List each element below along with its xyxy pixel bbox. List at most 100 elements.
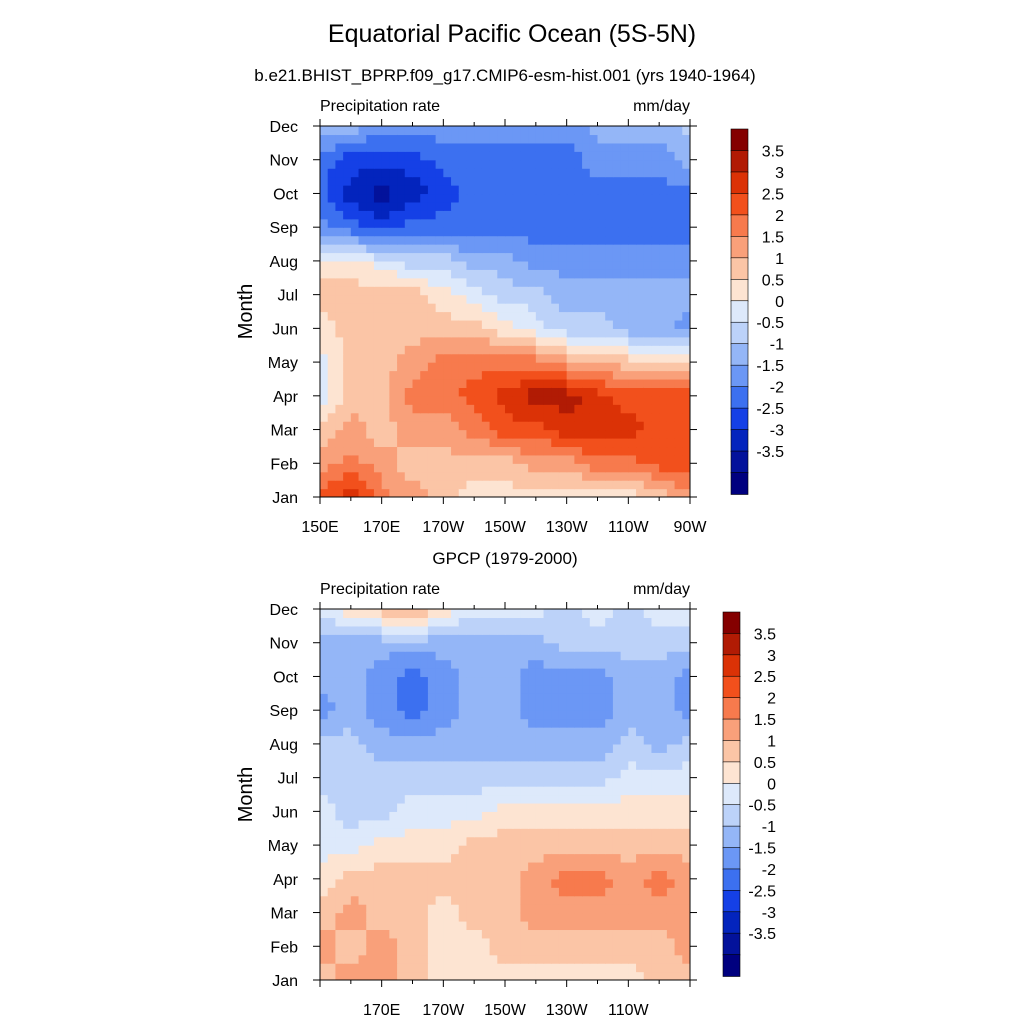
heatmap-cell bbox=[397, 634, 406, 644]
heatmap-cell bbox=[535, 319, 545, 329]
heatmap-cell bbox=[481, 735, 491, 745]
heatmap-cell bbox=[505, 311, 514, 321]
heatmap-cell bbox=[659, 828, 668, 838]
heatmap-cell bbox=[605, 142, 614, 152]
heatmap-cell bbox=[589, 168, 599, 178]
heatmap-cell bbox=[520, 929, 529, 939]
heatmap-cell bbox=[505, 743, 514, 753]
heatmap-cell bbox=[358, 937, 367, 947]
heatmap-cell bbox=[620, 946, 629, 956]
heatmap-cell bbox=[582, 769, 591, 779]
heatmap-cell bbox=[373, 684, 383, 694]
heatmap-cell bbox=[435, 609, 444, 610]
heatmap-cell bbox=[597, 954, 606, 964]
heatmap-cell bbox=[443, 946, 452, 956]
heatmap-cell bbox=[535, 659, 545, 669]
heatmap-cell bbox=[366, 609, 375, 619]
heatmap-cell bbox=[335, 819, 344, 829]
heatmap-cell bbox=[690, 854, 698, 863]
y-tick-label: Jan bbox=[272, 490, 298, 507]
heatmap-cell bbox=[404, 176, 414, 186]
heatmap-cell bbox=[466, 777, 475, 787]
heatmap-cell bbox=[397, 651, 406, 661]
heatmap-cell bbox=[443, 954, 452, 964]
heatmap-cell bbox=[305, 480, 313, 489]
heatmap-cell bbox=[651, 260, 660, 270]
heatmap-cell bbox=[589, 336, 599, 346]
heatmap-cell bbox=[558, 710, 568, 720]
heatmap-cell bbox=[651, 235, 660, 245]
heatmap-cell bbox=[443, 303, 452, 313]
heatmap-cell bbox=[551, 168, 560, 178]
heatmap-cell bbox=[404, 777, 414, 787]
heatmap-cell bbox=[343, 904, 352, 914]
heatmap-cell bbox=[443, 828, 452, 838]
heatmap-cell bbox=[404, 244, 414, 254]
heatmap-cell bbox=[427, 142, 437, 152]
heatmap-cell bbox=[350, 151, 360, 161]
heatmap-cell bbox=[481, 480, 491, 490]
heatmap-cell bbox=[327, 786, 337, 796]
heatmap-cell bbox=[427, 168, 437, 178]
heatmap-cell bbox=[574, 311, 583, 321]
heatmap-cell bbox=[420, 651, 429, 661]
heatmap-cell bbox=[327, 126, 337, 127]
heatmap-cell bbox=[466, 480, 475, 490]
heatmap-cell bbox=[427, 895, 437, 905]
heatmap-cell bbox=[451, 735, 460, 745]
heatmap-cell bbox=[674, 659, 683, 669]
heatmap-cell bbox=[320, 659, 321, 669]
heatmap-cell bbox=[474, 437, 483, 448]
heatmap-cell bbox=[535, 828, 545, 838]
heatmap-cell bbox=[628, 319, 637, 329]
heatmap-cell bbox=[412, 668, 421, 678]
heatmap-cell bbox=[520, 828, 529, 838]
heatmap-cell bbox=[666, 760, 676, 770]
heatmap-cell bbox=[412, 609, 421, 610]
heatmap-cell bbox=[589, 378, 599, 388]
heatmap-cell bbox=[451, 412, 460, 422]
heatmap-cell bbox=[643, 634, 653, 644]
heatmap-cell bbox=[574, 395, 583, 405]
heatmap-cell bbox=[335, 421, 344, 431]
heatmap-cell bbox=[659, 193, 668, 203]
heatmap-cell bbox=[389, 853, 398, 863]
heatmap-cell bbox=[512, 802, 522, 812]
heatmap-cell bbox=[651, 988, 659, 997]
heatmap-cell bbox=[366, 463, 375, 473]
heatmap-cell bbox=[651, 210, 660, 220]
heatmap-cell bbox=[551, 218, 560, 228]
heatmap-cell bbox=[451, 853, 460, 863]
heatmap-cell bbox=[698, 921, 706, 930]
heatmap-cell bbox=[366, 193, 375, 203]
heatmap-cell bbox=[589, 920, 599, 931]
heatmap-cell bbox=[628, 929, 637, 939]
heatmap-cell bbox=[643, 395, 653, 405]
heatmap-cell bbox=[320, 904, 329, 914]
heatmap-cell bbox=[335, 937, 344, 947]
heatmap-cell bbox=[674, 777, 683, 787]
heatmap-cell bbox=[497, 218, 506, 228]
heatmap-cell bbox=[628, 794, 637, 804]
heatmap-cell bbox=[558, 895, 568, 905]
heatmap-cell bbox=[558, 126, 568, 127]
heatmap-cell bbox=[327, 651, 337, 661]
heatmap-cell bbox=[605, 210, 614, 220]
heatmap-cell bbox=[373, 269, 383, 279]
heatmap-cell bbox=[651, 353, 660, 363]
heatmap-cell bbox=[489, 227, 498, 237]
heatmap-cell bbox=[558, 651, 568, 661]
heatmap-cell bbox=[350, 126, 360, 136]
heatmap-cell bbox=[651, 836, 660, 846]
heatmap-cell bbox=[620, 811, 629, 821]
heatmap-cell bbox=[628, 912, 637, 922]
heatmap-cell bbox=[643, 777, 653, 787]
heatmap-cell bbox=[466, 463, 475, 473]
heatmap-cell bbox=[412, 870, 421, 880]
heatmap-cell bbox=[389, 505, 397, 514]
heatmap-cell bbox=[320, 463, 329, 473]
heatmap-cell bbox=[582, 929, 591, 939]
heatmap-cell bbox=[412, 362, 421, 372]
heatmap-cell bbox=[566, 176, 575, 186]
heatmap-cell bbox=[305, 744, 313, 753]
